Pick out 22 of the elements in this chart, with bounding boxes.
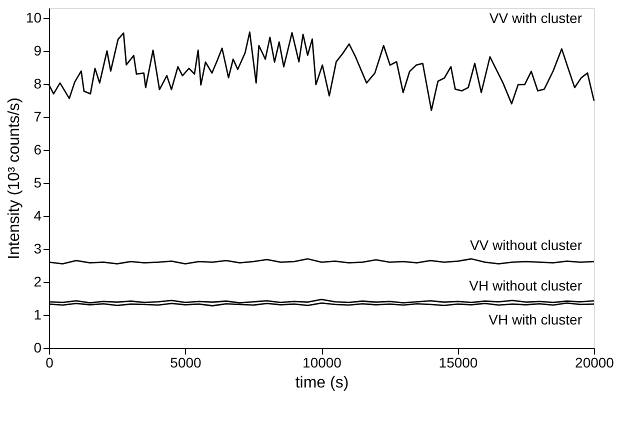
series-label: VH without cluster [469,277,582,294]
y-axis-title: Intensity (10³ counts/s) [6,98,23,260]
y-tick-label: 1 [34,306,42,322]
series-label: VV without cluster [470,236,582,253]
x-tick-label: 5000 [170,354,202,370]
y-tick-label: 3 [34,240,42,256]
y-tick-label: 9 [34,42,42,58]
x-axis-title: time (s) [295,374,349,392]
x-tick-label: 10000 [302,354,342,370]
y-tick-label: 4 [34,207,42,224]
text: VV with cluster [489,10,582,26]
x-tick-label: 20000 [575,354,614,370]
series-label: VH with cluster [488,312,582,328]
y-tick-label: 0 [34,340,42,356]
y-tick-label: 8 [34,75,42,92]
x-tick-label: 0 [46,354,54,370]
x-tick-label: 15000 [438,354,478,370]
y-tick-label: 5 [34,174,42,190]
y-tick-label: 10 [26,9,42,26]
y-tick-label: 2 [34,273,42,290]
y-tick-label: 6 [34,141,42,158]
y-tick-label: 7 [34,108,42,124]
